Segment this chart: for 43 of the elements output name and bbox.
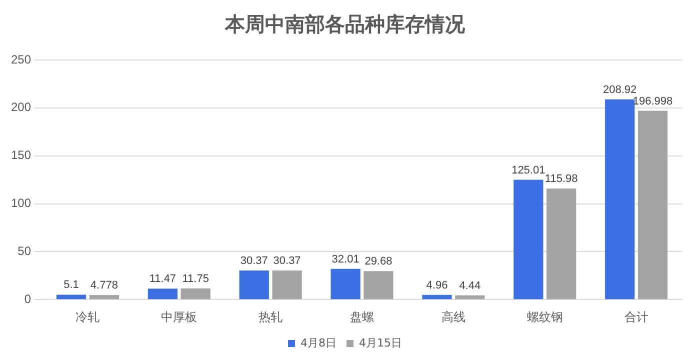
data-label: 30.37 — [240, 255, 268, 268]
legend-label: 4月8日 — [300, 336, 337, 350]
bar — [514, 180, 544, 300]
y-tick-label: 200 — [10, 100, 32, 114]
bar — [239, 270, 269, 300]
legend-label: 4月15日 — [359, 336, 402, 350]
data-label: 30.37 — [273, 255, 301, 268]
x-tick-label: 合计 — [624, 310, 648, 324]
bar — [148, 288, 178, 300]
y-tick-label: 0 — [24, 292, 32, 306]
bar — [89, 295, 119, 300]
y-tick-label: 100 — [10, 196, 32, 210]
y-tick-label: 50 — [18, 244, 32, 258]
data-label: 4.44 — [459, 280, 481, 292]
x-tick-label: 盘螺 — [350, 310, 374, 324]
data-label: 115.98 — [544, 172, 578, 185]
bar — [56, 294, 86, 300]
bar — [180, 288, 210, 300]
x-tick-label: 高线 — [441, 310, 466, 324]
x-tick-label: 冷轧 — [76, 310, 100, 324]
bar — [455, 295, 485, 300]
bar — [330, 268, 360, 300]
bar — [272, 270, 302, 300]
data-label: 11.75 — [182, 272, 209, 285]
data-label: 208.92 — [603, 84, 637, 96]
data-label: 5.1 — [64, 279, 79, 292]
x-tick-label: 中厚板 — [161, 310, 198, 324]
bar — [638, 110, 668, 300]
bar — [364, 271, 394, 300]
data-label: 4.778 — [90, 280, 118, 292]
data-label: 125.01 — [512, 164, 546, 176]
data-label: 29.68 — [364, 256, 392, 268]
bar — [605, 99, 635, 300]
x-tick-label: 热轧 — [258, 310, 283, 324]
y-tick-label: 250 — [10, 52, 32, 66]
data-label: 32.01 — [332, 253, 360, 266]
bar — [546, 188, 576, 300]
data-label: 11.47 — [149, 273, 176, 286]
y-tick-label: 150 — [10, 148, 32, 162]
chart-title: 本周中南部各品种库存情况 — [224, 12, 466, 36]
bar — [422, 294, 452, 300]
data-label: 4.96 — [426, 279, 448, 292]
x-tick-label: 螺纹钢 — [526, 310, 563, 324]
